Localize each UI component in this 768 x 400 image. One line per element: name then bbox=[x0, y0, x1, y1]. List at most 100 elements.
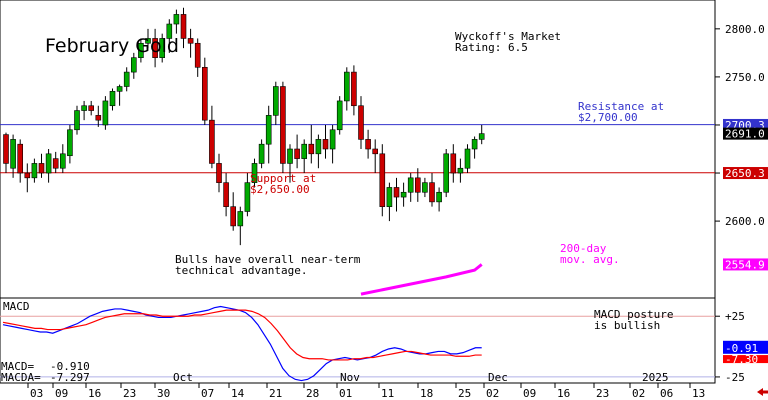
date-tick-label: 01 bbox=[339, 387, 352, 400]
candle-body bbox=[159, 38, 165, 58]
candle-body bbox=[280, 86, 286, 164]
scroll-arrow[interactable] bbox=[757, 388, 768, 396]
candle bbox=[450, 144, 457, 183]
date-tick-label: 09 bbox=[523, 387, 536, 400]
macd-tick-label: -25 bbox=[725, 371, 745, 384]
candle-body bbox=[287, 148, 293, 164]
candle bbox=[24, 163, 31, 193]
candle bbox=[116, 84, 123, 106]
bulls-annotation-2: technical advantage. bbox=[175, 264, 307, 277]
candle bbox=[145, 28, 151, 49]
candle-body bbox=[244, 182, 251, 212]
signal-value-box bbox=[723, 355, 768, 364]
candle bbox=[194, 38, 201, 77]
candle-body bbox=[95, 115, 102, 121]
candle bbox=[258, 139, 265, 169]
candle bbox=[237, 206, 244, 246]
macda-readout-value: -7.297 bbox=[50, 371, 90, 384]
rating-line-1: Wyckoff's Market bbox=[455, 30, 561, 43]
candle-body bbox=[209, 119, 215, 164]
candle-body bbox=[180, 14, 187, 39]
date-axis: 03 09 16 23 30 07 14 21 28 01 11 18 25 02 09 16 23 02 06 13… bbox=[27, 371, 705, 400]
candle-body bbox=[109, 91, 116, 107]
candle-body bbox=[308, 143, 315, 155]
candle bbox=[457, 158, 464, 183]
arrow-left-icon[interactable] bbox=[757, 388, 768, 396]
candle bbox=[166, 19, 173, 53]
candle bbox=[95, 105, 102, 127]
candle-body bbox=[3, 134, 9, 164]
candle-body bbox=[230, 206, 236, 227]
candle-body bbox=[258, 143, 265, 164]
candle bbox=[414, 168, 421, 202]
date-tick-label: 02 bbox=[486, 387, 499, 400]
candle-body bbox=[294, 148, 300, 159]
rating-line-2: Rating: 6.5 bbox=[455, 41, 528, 54]
macda-readout-label: MACDA= bbox=[1, 371, 41, 384]
date-tick-label: 13 bbox=[692, 387, 705, 400]
candle-body bbox=[187, 38, 194, 44]
candle bbox=[386, 182, 393, 222]
candle-body bbox=[194, 42, 201, 68]
candle bbox=[10, 134, 16, 178]
candle-body bbox=[152, 38, 158, 58]
date-tick-label: 16 bbox=[557, 387, 570, 400]
price-tick-label: 2600.0 bbox=[725, 215, 765, 228]
candle-body bbox=[443, 153, 450, 193]
candle bbox=[251, 158, 258, 188]
ma-value-label: 2554.9 bbox=[725, 258, 765, 271]
candle-body bbox=[343, 71, 350, 102]
candle bbox=[315, 134, 322, 169]
candle-body bbox=[74, 110, 80, 131]
candle-body bbox=[365, 139, 371, 150]
candle-body bbox=[386, 187, 393, 207]
candle-body bbox=[59, 153, 66, 169]
price-label-box bbox=[723, 167, 768, 180]
candle bbox=[109, 88, 116, 111]
date-tick-label: 28 bbox=[306, 387, 319, 400]
date-tick-label: 23 bbox=[123, 387, 136, 400]
candle-body bbox=[145, 38, 151, 44]
macd-readout-label: MACD= bbox=[1, 360, 34, 373]
candle-body bbox=[102, 100, 109, 126]
candle-body bbox=[436, 191, 442, 203]
candle bbox=[301, 139, 308, 174]
date-tick-label: 03 bbox=[30, 387, 43, 400]
candle bbox=[52, 151, 59, 174]
candle bbox=[216, 153, 222, 193]
candle-body bbox=[24, 172, 31, 179]
ma-annotation-2: mov. avg. bbox=[560, 253, 620, 266]
date-tick-label: 14 bbox=[231, 387, 245, 400]
candle-body bbox=[478, 133, 485, 140]
candle bbox=[351, 65, 357, 116]
candle-body bbox=[237, 211, 244, 227]
candle-body bbox=[173, 14, 180, 25]
candle bbox=[59, 144, 66, 174]
macd-value-box bbox=[723, 340, 768, 354]
support-annotation-1: Support at bbox=[250, 172, 316, 185]
support-annotation-2: $2,650.00 bbox=[250, 183, 310, 196]
candle-body bbox=[116, 86, 123, 92]
candle bbox=[407, 173, 414, 202]
candle-body bbox=[422, 182, 428, 193]
candle-body bbox=[429, 182, 435, 203]
candle-body bbox=[31, 163, 38, 179]
macd-panel-frame bbox=[0, 297, 716, 384]
candle bbox=[443, 149, 450, 198]
price-tick-label: 2800.0 bbox=[725, 23, 765, 36]
candle bbox=[329, 124, 336, 164]
candle bbox=[230, 192, 236, 231]
candle-body bbox=[400, 191, 407, 198]
candle bbox=[464, 144, 471, 174]
candle-body bbox=[202, 66, 208, 121]
candle bbox=[422, 177, 428, 198]
candle bbox=[173, 9, 180, 34]
candle-body bbox=[315, 139, 322, 155]
candle-body bbox=[329, 129, 336, 150]
date-tick-label: 09 bbox=[55, 387, 68, 400]
chart-title: February Gold bbox=[45, 35, 179, 57]
macd-readout-value: -0.910 bbox=[50, 360, 90, 373]
ma-value-box bbox=[723, 258, 768, 271]
candle-body bbox=[272, 86, 279, 116]
candle bbox=[244, 173, 251, 217]
